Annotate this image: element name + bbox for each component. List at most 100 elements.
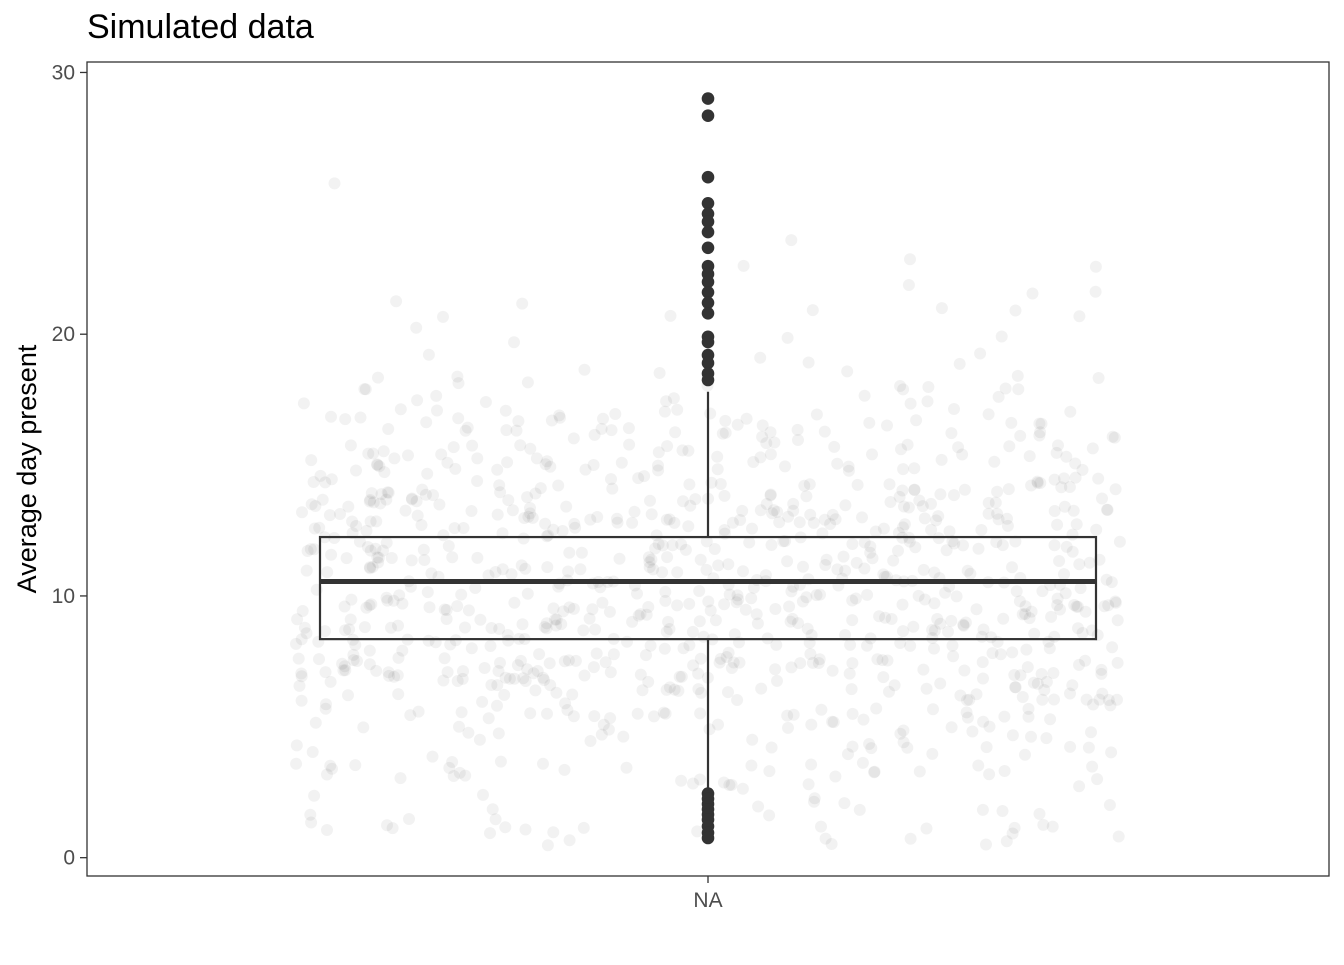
jitter-point — [928, 566, 941, 579]
jitter-point — [927, 703, 939, 716]
jitter-point — [1043, 642, 1056, 655]
jitter-point — [491, 679, 504, 692]
jitter-point — [1053, 555, 1066, 567]
jitter-point — [942, 625, 954, 638]
jitter-point — [810, 589, 823, 602]
jitter-point — [1104, 699, 1117, 712]
jitter-point — [888, 679, 901, 692]
jitter-point — [1091, 773, 1104, 786]
jitter-point — [1112, 830, 1125, 843]
jitter-point — [726, 516, 739, 529]
outlier-point — [701, 241, 715, 255]
jitter-point — [928, 624, 941, 637]
jitter-point — [997, 612, 1010, 625]
jitter-point — [684, 499, 697, 512]
jitter-point — [857, 713, 870, 726]
jitter-point — [382, 423, 395, 435]
outlier-point — [701, 831, 715, 845]
jitter-point — [324, 675, 337, 688]
jitter-point — [948, 403, 960, 415]
jitter-point — [846, 614, 859, 627]
jitter-point — [443, 761, 456, 774]
jitter-point — [768, 436, 781, 449]
jitter-point — [541, 561, 554, 574]
jitter-point — [683, 478, 696, 491]
jitter-point — [1052, 439, 1064, 452]
jitter-point — [1055, 481, 1068, 494]
jitter-point — [578, 363, 591, 376]
jitter-point — [819, 832, 832, 845]
jitter-point — [370, 664, 383, 677]
jitter-point — [529, 684, 542, 697]
jitter-point — [695, 686, 708, 699]
jitter-point — [653, 367, 666, 379]
jitter-point — [503, 672, 516, 685]
jitter-point — [485, 622, 498, 634]
jitter-point — [771, 674, 783, 687]
jitter-point — [784, 615, 797, 628]
jitter-point — [995, 330, 1008, 343]
jitter-point — [506, 504, 519, 517]
jitter-point — [337, 664, 350, 677]
jitter-point — [1073, 558, 1086, 571]
jitter-point — [751, 617, 764, 630]
jitter-point — [1066, 545, 1079, 558]
jitter-point — [1079, 654, 1092, 667]
jitter-point — [991, 485, 1004, 498]
jitter-point — [1001, 512, 1013, 525]
jitter-point — [544, 679, 557, 692]
jitter-point — [386, 822, 399, 835]
jitter-point — [975, 524, 988, 536]
jitter-point — [613, 552, 626, 565]
jitter-point — [1080, 693, 1093, 706]
jitter-point — [961, 694, 973, 707]
jitter-point — [805, 758, 818, 771]
jitter-point — [309, 500, 322, 512]
jitter-point — [537, 757, 549, 770]
jitter-point — [604, 666, 617, 679]
y-tick-label: 10 — [52, 585, 75, 608]
jitter-point — [808, 792, 821, 805]
jitter-point — [877, 671, 890, 684]
jitter-point — [393, 589, 406, 602]
jitter-point — [554, 411, 566, 424]
jitter-point — [642, 601, 655, 613]
jitter-point — [403, 813, 415, 825]
jitter-point — [484, 827, 496, 840]
jitter-point — [800, 490, 813, 503]
jitter-point — [669, 426, 682, 439]
jitter-point — [663, 513, 676, 526]
jitter-point — [686, 625, 699, 638]
jitter-point — [441, 456, 454, 469]
jitter-point — [787, 504, 800, 517]
jitter-point — [442, 540, 455, 552]
jitter-point — [643, 556, 656, 569]
jitter-point — [926, 623, 939, 636]
jitter-point — [537, 671, 549, 684]
jitter-point — [792, 434, 804, 446]
jitter-point — [334, 508, 346, 520]
jitter-point — [896, 484, 909, 497]
jitter-point — [972, 759, 985, 772]
jitter-point — [648, 710, 660, 723]
jitter-point — [928, 642, 940, 655]
jitter-point — [372, 556, 385, 569]
jitter-point — [956, 448, 969, 461]
jitter-point — [392, 688, 405, 701]
jitter-point — [411, 394, 424, 407]
jitter-point — [808, 795, 820, 808]
jitter-point — [533, 648, 546, 661]
jitter-point — [711, 450, 724, 463]
jitter-point — [295, 670, 308, 683]
jitter-point — [718, 489, 731, 502]
jitter-point — [666, 539, 679, 552]
jitter-point — [471, 551, 484, 564]
jitter-point — [579, 463, 592, 476]
chart-title: Simulated data — [87, 8, 314, 46]
jitter-point — [493, 622, 506, 635]
jitter-point — [1111, 693, 1123, 706]
jitter-point — [870, 702, 883, 715]
jitter-point — [296, 506, 308, 519]
jitter-point — [295, 667, 308, 680]
jitter-point — [499, 671, 512, 684]
